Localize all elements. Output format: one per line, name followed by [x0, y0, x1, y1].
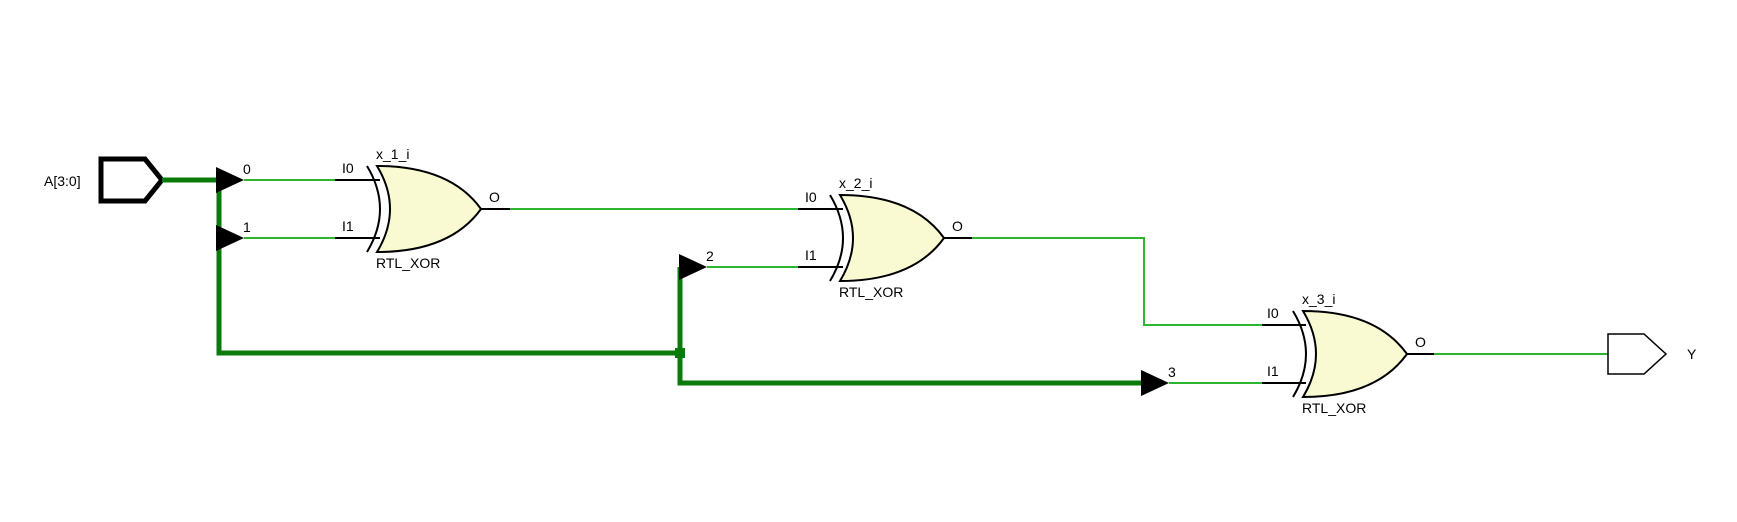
bus-tap-arrow-icon — [1141, 370, 1169, 396]
bus-tap-arrow-icon — [216, 167, 244, 193]
input-port-label: A[3:0] — [44, 173, 81, 189]
signal-wires[interactable] — [244, 179, 1608, 384]
bus-tap-3: 3 — [1141, 364, 1176, 396]
bus-tap-arrow-icon — [679, 254, 707, 280]
bus-tap-0: 0 — [216, 161, 251, 193]
gate-pin-o: O — [489, 189, 500, 205]
xor-gate-x2[interactable]: x_2_i I0 I1 O RTL_XOR — [798, 175, 972, 300]
gate-pin-i1: I1 — [342, 218, 354, 234]
gate-pin-i0: I0 — [805, 189, 817, 205]
gate-type-label: RTL_XOR — [1302, 400, 1366, 416]
gate-pin-o: O — [952, 218, 963, 234]
input-port-icon — [98, 156, 166, 204]
xor-gate-x1[interactable]: x_1_i I0 I1 O RTL_XOR — [335, 146, 510, 271]
gate-instance-label: x_3_i — [1302, 291, 1335, 307]
gate-type-label: RTL_XOR — [839, 284, 903, 300]
bus-tap-1: 1 — [216, 219, 251, 251]
gate-instance-label: x_1_i — [376, 146, 409, 162]
gate-pin-i0: I0 — [1267, 305, 1279, 321]
xor-gate-icon — [838, 193, 946, 283]
xor-gate-icon — [1301, 309, 1409, 399]
gate-instance-label: x_2_i — [839, 175, 872, 191]
gate-pin-o: O — [1415, 334, 1426, 350]
bus-a[interactable] — [162, 177, 1152, 386]
gate-pin-i0: I0 — [342, 160, 354, 176]
gate-pin-i1: I1 — [1267, 363, 1279, 379]
xor-gate-x3[interactable]: x_3_i I0 I1 O RTL_XOR — [1262, 291, 1434, 416]
output-port-label: Y — [1687, 346, 1697, 362]
input-port-a[interactable]: A[3:0] — [44, 156, 166, 204]
bus-junction — [675, 348, 685, 358]
bus-tap-arrow-icon — [216, 225, 244, 251]
svg-text:3: 3 — [1168, 364, 1176, 380]
xor-gate-icon — [375, 164, 483, 254]
output-port-icon — [1607, 333, 1668, 375]
output-port-y[interactable]: Y — [1607, 333, 1697, 375]
svg-text:2: 2 — [706, 248, 714, 264]
gate-pin-i1: I1 — [805, 247, 817, 263]
svg-text:0: 0 — [243, 161, 251, 177]
svg-text:1: 1 — [243, 219, 251, 235]
bus-tap-2: 2 — [679, 248, 714, 280]
gate-type-label: RTL_XOR — [376, 255, 440, 271]
